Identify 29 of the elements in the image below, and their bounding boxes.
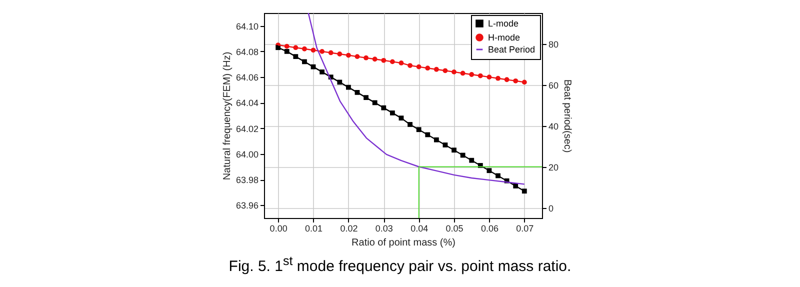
- y2-tick-label: 60: [548, 80, 559, 90]
- y-tick-label: 63.96: [236, 200, 258, 211]
- y2-tick-label: 20: [548, 162, 559, 172]
- x-tick-label: 0.04: [410, 224, 428, 234]
- x-axis-title: Ratio of point mass (%): [352, 238, 456, 248]
- y-tick-label: 64.10: [236, 21, 258, 32]
- y2-tick-label: 40: [548, 121, 559, 132]
- y2-tick-label: 0: [548, 203, 554, 214]
- x-tick-label: 0.01: [305, 224, 323, 234]
- y-tick-label: 64.08: [236, 46, 258, 57]
- x-tick-label: 0.06: [480, 224, 498, 234]
- y-axis-title: Natural frequency(FEM) (Hz): [222, 52, 233, 180]
- y2-tick-label: 80: [548, 39, 559, 50]
- x-tick-label: 0.02: [340, 224, 358, 234]
- y2-axis-title: Beat period(sec): [562, 79, 573, 153]
- y-tick-label: 64.00: [236, 149, 258, 160]
- x-tick-label: 0.03: [375, 224, 393, 234]
- point: [522, 188, 527, 194]
- y-tick-label: 64.04: [236, 98, 258, 108]
- y-tick-label: 64.06: [236, 72, 258, 83]
- caption: Fig. 5. 1$^{st}$ mode frequency pair vs. point mass ratio.: [228, 254, 572, 275]
- x-tick-label: 0.07: [516, 224, 534, 234]
- legend-label: Beat Period: [488, 44, 536, 54]
- x-tick-label: 0.05: [446, 224, 464, 234]
- y-tick-label: 63.98: [236, 175, 258, 186]
- legend-label: L-mode: [488, 18, 519, 28]
- y-tick-label: 64.02: [236, 124, 258, 134]
- legend-label: H-mode: [488, 32, 520, 42]
- x-tick-label: 0.00: [270, 224, 288, 234]
